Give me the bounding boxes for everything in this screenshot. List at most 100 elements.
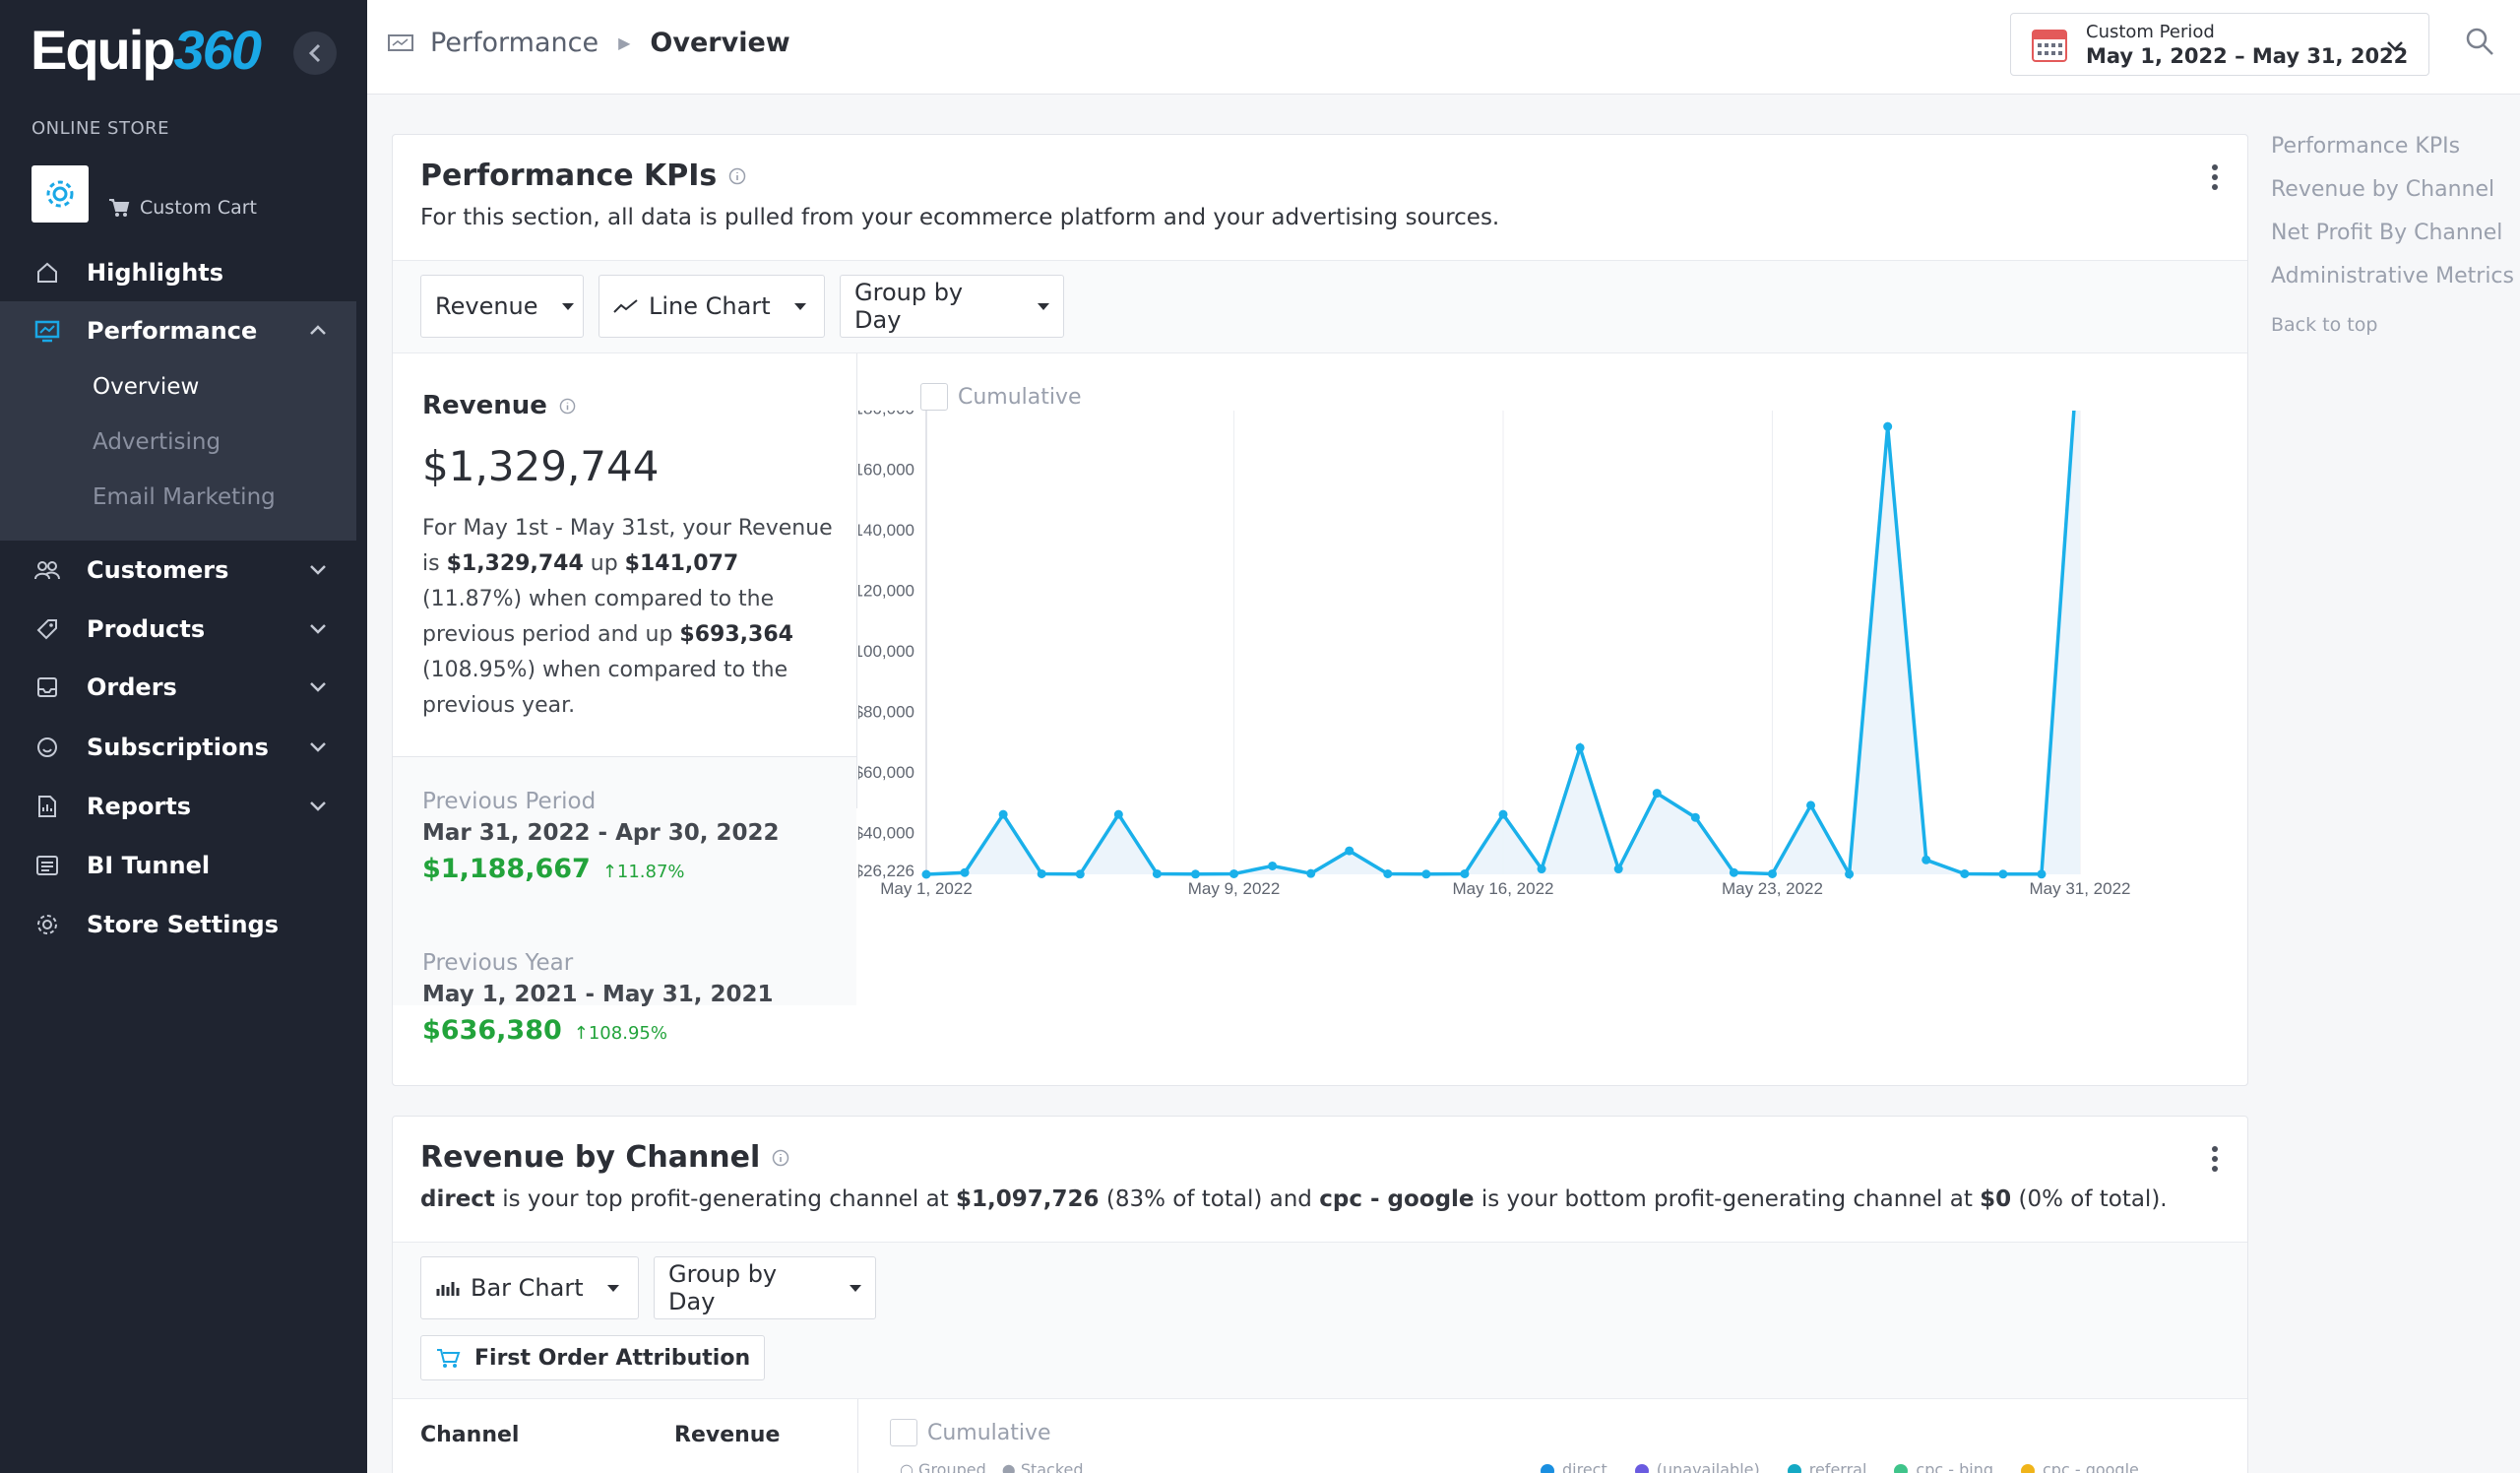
group-by-dropdown[interactable]: Group by Day: [654, 1256, 876, 1319]
info-icon[interactable]: [728, 167, 746, 185]
legend-dot: [1541, 1463, 1554, 1473]
table-icon: [33, 852, 61, 879]
checkbox[interactable]: [890, 1419, 917, 1446]
breadcrumb-separator-icon: ▶: [618, 33, 631, 52]
y-tick-label: $60,000: [858, 763, 914, 782]
data-point: [1268, 861, 1278, 870]
legend-item[interactable]: referral: [1787, 1460, 1866, 1473]
sidebar-subitem-email-marketing[interactable]: Email Marketing: [93, 484, 276, 510]
sidebar-subitem-overview[interactable]: Overview: [93, 374, 200, 400]
info-icon[interactable]: [559, 398, 576, 415]
sidebar-item-highlights[interactable]: Highlights: [0, 245, 356, 300]
y-tick-label: $120,000: [858, 581, 914, 600]
store-logo[interactable]: [32, 165, 89, 223]
data-point: [1652, 789, 1662, 799]
caret-down-icon: [793, 302, 806, 310]
sidebar-item-bi-tunnel[interactable]: BI Tunnel: [0, 838, 356, 893]
store-name[interactable]: Custom Cart: [108, 197, 257, 219]
section-link-revenue-by-channel[interactable]: Revenue by Channel: [2271, 177, 2495, 202]
x-tick-label: May 9, 2022: [1188, 879, 1281, 898]
collapse-sidebar-button[interactable]: [293, 32, 337, 75]
metric-summary-text: For May 1st - May 31st, your Revenue is …: [422, 516, 833, 718]
report-icon: [33, 793, 61, 820]
sidebar-item-performance[interactable]: Performance: [0, 303, 356, 358]
data-point: [998, 809, 1008, 819]
previous-period-value: $1,188,667: [422, 854, 591, 884]
x-tick-label: May 23, 2022: [1722, 879, 1823, 898]
performance-group: [0, 301, 356, 541]
data-point: [1729, 867, 1738, 877]
legend-item[interactable]: direct: [1541, 1460, 1607, 1473]
column-header-channel[interactable]: Channel: [420, 1423, 520, 1447]
app-logo[interactable]: Equip360: [31, 19, 262, 81]
grouped-option[interactable]: ○ Grouped: [900, 1460, 986, 1473]
x-tick-label: May 31, 2022: [2029, 879, 2130, 898]
smile-icon: [33, 734, 61, 761]
divider: [857, 1399, 858, 1473]
legend-dot: [1787, 1463, 1801, 1473]
chevron-down-icon: [310, 682, 326, 692]
data-point: [1383, 868, 1393, 878]
comparison-panel: Previous Period Mar 31, 2022 - Apr 30, 2…: [393, 757, 856, 1046]
data-point: [1690, 812, 1700, 822]
y-tick-label: $80,000: [858, 702, 914, 721]
chart-monitor-icon: [33, 317, 61, 345]
section-link-net-profit-by-channel[interactable]: Net Profit By Channel: [2271, 221, 2503, 245]
more-options-button[interactable]: [2210, 164, 2220, 190]
legend-item[interactable]: cpc - google: [2021, 1460, 2139, 1473]
sidebar-item-store-settings[interactable]: Store Settings: [0, 897, 356, 952]
y-tick-label: $100,000: [858, 642, 914, 661]
chart-type-dropdown[interactable]: Line Chart: [598, 275, 825, 338]
section-link-performance-kpis[interactable]: Performance KPIs: [2271, 134, 2461, 159]
info-icon[interactable]: [772, 1149, 789, 1167]
checkbox[interactable]: [920, 383, 948, 411]
sidebar-item-products[interactable]: Products: [0, 602, 356, 657]
settings-icon: [33, 911, 61, 938]
store-caption: ONLINE STORE: [32, 118, 169, 139]
data-point: [1537, 865, 1546, 874]
sidebar-item-reports[interactable]: Reports: [0, 779, 356, 834]
sidebar-item-orders[interactable]: Orders: [0, 660, 356, 715]
legend-item[interactable]: cpc - bing: [1894, 1460, 1993, 1473]
stacked-option[interactable]: ● Stacked: [1001, 1460, 1084, 1473]
group-by-dropdown[interactable]: Group by Day: [840, 275, 1064, 338]
breadcrumb-performance[interactable]: Performance: [430, 28, 599, 58]
y-min-label: $26,226: [858, 862, 914, 880]
y-tick-label: $180,000: [858, 411, 914, 418]
data-point: [1883, 421, 1893, 431]
column-header-revenue[interactable]: Revenue: [674, 1423, 781, 1447]
arrow-up-icon: ↑: [601, 862, 617, 882]
cumulative-checkbox[interactable]: Cumulative: [890, 1419, 1051, 1446]
revenue-line-chart[interactable]: $40,000 $60,000 $80,000 $100,000 $120,000 $14…: [858, 411, 2246, 1198]
chart-type-dropdown[interactable]: Bar Chart: [420, 1256, 639, 1319]
top-bar: Performance ▶ Overview Custom Period May…: [367, 0, 2520, 95]
legend-dot: [1894, 1463, 1909, 1473]
data-point: [1922, 855, 1931, 865]
search-button[interactable]: [2464, 26, 2495, 61]
previous-year: Previous Year May 1, 2021 - May 31, 2021…: [422, 950, 774, 1046]
performance-kpis-section: Performance KPIs For this section, all d…: [392, 134, 2248, 1086]
legend-dot: [2021, 1463, 2035, 1473]
sidebar-item-customers[interactable]: Customers: [0, 543, 356, 598]
data-point: [921, 869, 931, 879]
data-point: [1037, 868, 1046, 878]
sidebar-subitem-advertising[interactable]: Advertising: [93, 429, 221, 455]
first-order-attribution-button[interactable]: First Order Attribution: [420, 1335, 766, 1380]
back-to-top-link[interactable]: Back to top: [2271, 314, 2378, 336]
section-link-administrative-metrics[interactable]: Administrative Metrics: [2271, 264, 2514, 288]
calendar-icon: [2032, 30, 2067, 62]
chevron-left-icon: [308, 43, 321, 63]
legend-item[interactable]: (unavailable): [1634, 1460, 1760, 1473]
metric-dropdown[interactable]: Revenue: [420, 275, 584, 338]
sidebar-item-subscriptions[interactable]: Subscriptions: [0, 720, 356, 775]
date-range-picker[interactable]: Custom Period May 1, 2022 – May 31, 2022: [2010, 13, 2429, 76]
cumulative-checkbox[interactable]: Cumulative: [920, 383, 1082, 411]
more-options-button[interactable]: [2210, 1146, 2220, 1172]
section-nav: Performance KPIs Revenue by Channel Net …: [2271, 134, 2514, 354]
metric-value: $1,329,744: [422, 442, 660, 490]
data-point: [1998, 869, 2008, 879]
rbc-table-area: Channel Revenue Cumulative ○ Grouped ● S…: [393, 1399, 2247, 1473]
inbox-icon: [33, 673, 61, 701]
previous-period: Previous Period Mar 31, 2022 - Apr 30, 2…: [422, 789, 780, 884]
home-icon: [33, 259, 61, 287]
